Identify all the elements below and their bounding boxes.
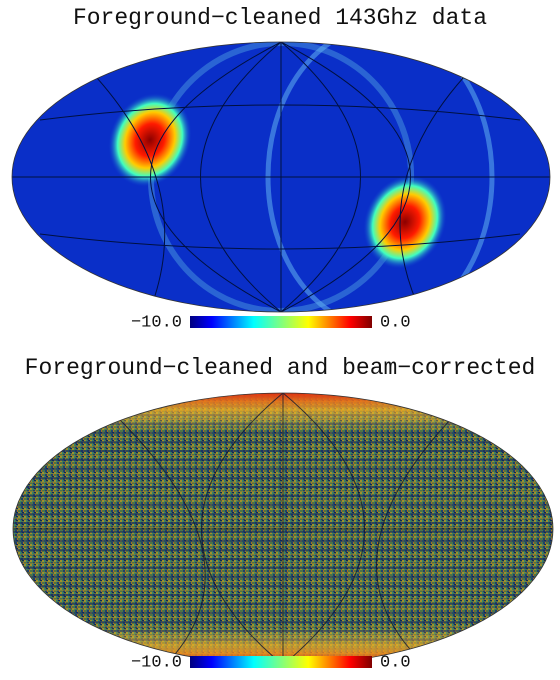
map-title: Foreground−cleaned and beam−corrected [25, 355, 536, 381]
figure: Foreground−cleaned 143Ghz data Foregroun… [0, 0, 560, 680]
colorbar [190, 316, 372, 328]
map [0, 26, 560, 330]
map-title: Foreground−cleaned 143Ghz data [73, 5, 487, 31]
colorbar-label: −10.0 [131, 313, 182, 332]
colorbar-label: 0.0 [380, 313, 411, 332]
page: {"chart_data": [ {"type": "map", "title"… [0, 0, 560, 680]
map [0, 390, 560, 670]
colorbar-label: −10.0 [131, 653, 182, 672]
colorbar-label: 0.0 [380, 653, 411, 672]
colorbar [190, 656, 372, 668]
